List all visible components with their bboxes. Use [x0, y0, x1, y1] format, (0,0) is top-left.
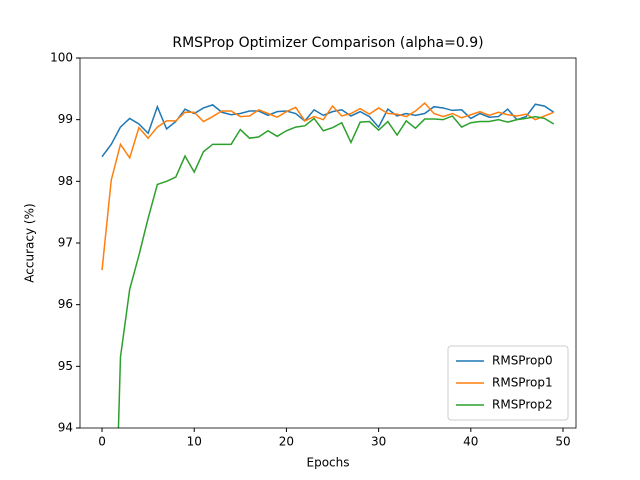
legend-label: RMSProp0: [492, 354, 553, 368]
y-axis-label: Accuracy (%): [23, 203, 37, 282]
x-tick-label: 30: [371, 435, 386, 449]
y-tick-label: 99: [58, 112, 73, 126]
x-tick-label: 50: [555, 435, 570, 449]
x-tick-label: 10: [187, 435, 202, 449]
y-tick-label: 96: [58, 297, 73, 311]
legend-label: RMSProp1: [492, 376, 553, 390]
legend-label: RMSProp2: [492, 398, 553, 412]
y-tick-label: 98: [58, 174, 73, 188]
y-tick-label: 97: [58, 236, 73, 250]
y-tick-label: 100: [50, 51, 73, 65]
x-axis-label: Epochs: [307, 456, 350, 470]
legend-box: [447, 345, 569, 421]
y-tick-label: 94: [58, 421, 73, 435]
y-tick-label: 95: [58, 359, 73, 373]
chart-title: RMSProp Optimizer Comparison (alpha=0.9): [172, 35, 483, 51]
series-line: [117, 115, 555, 428]
x-tick-label: 40: [463, 435, 478, 449]
series-line: [101, 101, 555, 271]
plot-area: [101, 101, 555, 428]
x-tick-label: 20: [279, 435, 294, 449]
x-tick-label: 0: [98, 435, 106, 449]
plot-frame: [79, 57, 577, 429]
